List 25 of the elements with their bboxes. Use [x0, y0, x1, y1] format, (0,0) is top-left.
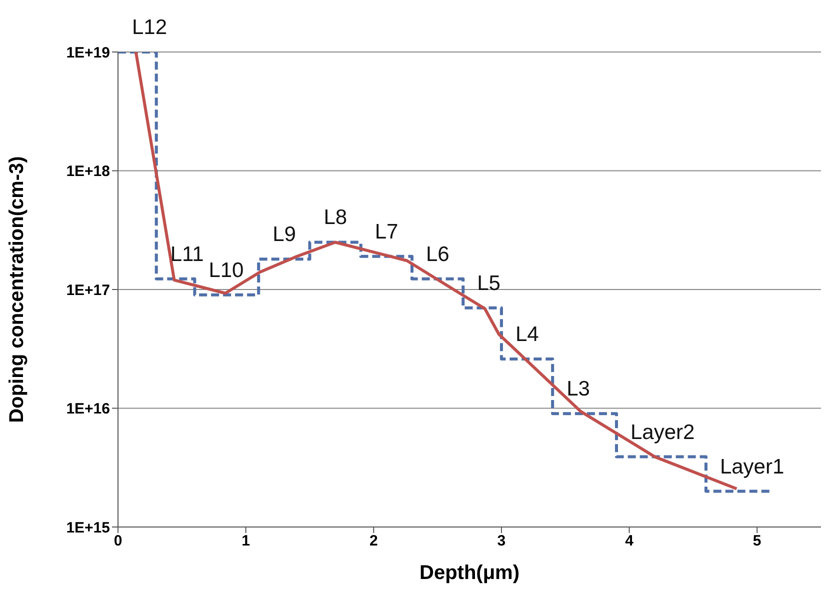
annotation: L3	[566, 378, 590, 401]
x-tick-label: 3	[497, 532, 506, 550]
y-tick-label: 1E+18	[66, 163, 110, 180]
y-axis-title: Doping concentration(cm-3)	[6, 156, 28, 423]
y-tick-label: 1E+15	[66, 519, 110, 536]
annotation: L8	[324, 206, 348, 230]
x-tick-label: 5	[752, 532, 762, 550]
x-tick-label: 2	[369, 532, 378, 550]
x-tick-label: 0	[114, 532, 122, 550]
y-tick-label: 1E+16	[66, 400, 110, 418]
annotation: Layer1	[720, 455, 784, 478]
annotation: L5	[477, 272, 500, 295]
annotation: L9	[272, 223, 296, 246]
x-tick-label: 1	[242, 532, 250, 550]
annotation: L6	[426, 242, 450, 266]
annotation: L10	[208, 258, 244, 282]
x-tick-label: 4	[625, 532, 634, 550]
annotation: L4	[515, 322, 540, 346]
x-axis-title: Depth(μm)	[420, 562, 520, 584]
annotation: L11	[170, 242, 204, 266]
annotation: L12	[132, 16, 168, 39]
annotation: L7	[374, 220, 398, 244]
y-tick-label: 1E+17	[66, 282, 110, 299]
annotation: Layer2	[630, 420, 695, 444]
y-tick-label: 1E+19	[66, 44, 110, 62]
